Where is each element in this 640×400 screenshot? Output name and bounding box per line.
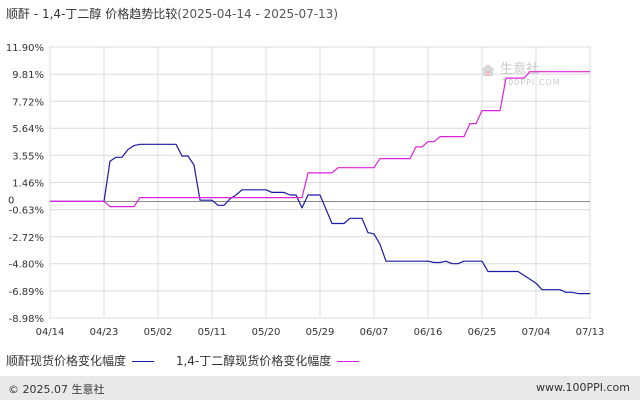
y-tick-label: -4.80% — [9, 260, 44, 271]
y-tick-label: -0.63% — [9, 206, 44, 217]
legend-swatch-bdo — [337, 361, 360, 362]
x-tick-label: 05/11 — [198, 327, 227, 338]
watermark-sub: 100PPI.COM — [502, 77, 561, 87]
series-group — [50, 71, 590, 295]
legend-item-bdo: 1,4-丁二醇现货价格变化幅度 — [175, 352, 360, 369]
footer-bar: © 2025.07 生意社 www.100PPI.com — [0, 376, 640, 400]
house-logo-icon — [481, 63, 495, 76]
series-line-0 — [50, 143, 590, 295]
legend-label-bdo: 1,4-丁二醇现货价格变化幅度 — [175, 354, 332, 368]
footer-site-link[interactable]: www.100PPI.com — [536, 381, 630, 394]
y-tick-label: 1.46% — [12, 179, 44, 190]
x-tick-label: 06/25 — [468, 327, 497, 338]
footer-copyright: © 2025.07 生意社 — [8, 383, 105, 396]
y-axis-ticks: 11.90% 9.81% 7.72% 5.64% 3.55% 1.46% -0.63% -2.… — [6, 43, 44, 325]
x-tick-label: 06/16 — [414, 327, 443, 338]
y-tick-label: 11.90% — [6, 43, 44, 54]
legend-swatch-maleic — [132, 361, 155, 362]
legend: 顺酐现货价格变化幅度 1,4-丁二醇现货价格变化幅度 — [6, 352, 377, 369]
chart-title: 顺酐 - 1,4-丁二醇 价格趋势比较(2025-04-14 - 2025-07… — [6, 5, 338, 22]
y-tick-label: 3.55% — [12, 151, 44, 162]
y-tick-label: 9.81% — [12, 70, 44, 81]
y-tick-label: -8.98% — [9, 314, 44, 325]
grid-lines — [49, 46, 591, 319]
x-tick-label: 07/04 — [522, 327, 551, 338]
zero-label: 0 — [8, 195, 14, 206]
x-tick-label: 05/02 — [144, 327, 173, 338]
y-tick-label: 7.72% — [12, 97, 44, 108]
x-axis-ticks: 04/14 04/23 05/02 05/11 05/20 05/29 06/07 06/16… — [36, 327, 605, 338]
legend-label-maleic: 顺酐现货价格变化幅度 — [6, 354, 127, 368]
legend-item-maleic: 顺酐现货价格变化幅度 — [6, 352, 155, 369]
y-tick-label: 5.64% — [12, 124, 44, 135]
y-tick-label: -6.89% — [9, 287, 44, 298]
chart-title-main: 顺酐 - 1,4-丁二醇 价格趋势比较 — [6, 7, 178, 21]
x-tick-label: 05/20 — [252, 327, 281, 338]
series-line-1 — [50, 71, 590, 208]
line-chart: 11.90% 9.81% 7.72% 5.64% 3.55% 1.46% -0.63% -2.… — [6, 43, 605, 338]
x-tick-label: 06/07 — [360, 327, 389, 338]
x-tick-label: 07/13 — [576, 327, 605, 338]
y-tick-label: -2.72% — [9, 233, 44, 244]
x-tick-label: 04/23 — [90, 327, 119, 338]
chart-date-range: (2025-04-14 - 2025-07-13) — [177, 7, 339, 21]
x-tick-label: 04/14 — [36, 327, 65, 338]
x-tick-label: 05/29 — [306, 327, 335, 338]
